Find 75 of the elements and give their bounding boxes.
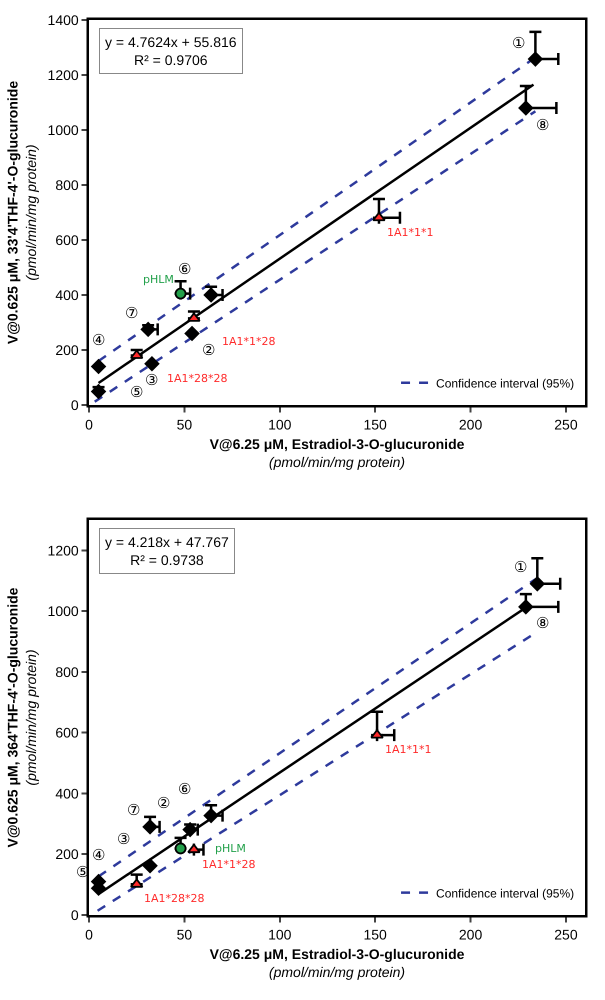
point: [140, 322, 156, 337]
text: pHLM: [215, 842, 246, 855]
y-tick-label: 200: [55, 342, 79, 358]
point: [182, 822, 198, 838]
data-label: ①: [512, 34, 526, 52]
series-label: 1A1*1*1: [387, 226, 434, 239]
data-label: ③: [145, 371, 158, 389]
data-label: ③: [117, 830, 130, 848]
point: [91, 359, 106, 374]
point: [144, 356, 160, 372]
data-label: ⑦: [127, 801, 140, 819]
y-tick-label: 200: [55, 846, 79, 862]
y-tick-label: 1200: [48, 66, 79, 83]
x-axis-title: V@6.25 μM, Estradiol-3-O-glucuronide (pmol/min/mg protein): [210, 946, 465, 980]
y-axis-title: V@0.625 μM, 364'THF-4'-O-glucuronide (pmol/min/mg protein): [4, 587, 39, 848]
data-label: ⑦: [125, 304, 138, 322]
x-tick-label: 100: [268, 416, 292, 432]
x-tick-label: 50: [176, 926, 192, 942]
series-label: 1A1*1*28: [202, 858, 256, 871]
y-tick-label: 800: [55, 176, 79, 193]
y-tick-label: 1000: [48, 122, 79, 138]
data-label: ⑥: [178, 260, 192, 278]
data-label: ①: [514, 558, 528, 576]
point: [174, 842, 186, 854]
legend-label: Confidence interval (95%): [436, 376, 574, 390]
point: [184, 326, 200, 341]
point: [518, 600, 534, 614]
y-tick-label: 0: [70, 396, 79, 413]
x-tick-label: 250: [554, 926, 578, 942]
legend-label: Confidence interval (95%): [436, 886, 574, 900]
data-label: ④: [92, 846, 106, 864]
point: [130, 878, 144, 888]
y-tick-label: 800: [55, 664, 79, 680]
y-tick-label: 600: [55, 724, 79, 741]
y-tick-label: 0: [70, 906, 79, 923]
data-label: ②: [202, 341, 216, 359]
point: [204, 288, 218, 302]
data-label: ⑤: [130, 383, 144, 401]
y-tick-label: 1400: [48, 12, 79, 28]
data-label: ②: [157, 794, 170, 812]
point: [142, 858, 158, 874]
x-tick-label: 0: [85, 416, 94, 432]
x-tick-label: 50: [176, 416, 192, 432]
x-tick-label: 150: [363, 926, 388, 942]
annotation: y = 4.7624x + 55.816 R² = 0.9706: [105, 34, 237, 68]
point: [370, 729, 384, 739]
series-label: 1A1*28*28: [144, 892, 205, 905]
point: [91, 384, 106, 399]
text: 1A1*1*28: [222, 335, 276, 348]
series-label: pHLM: [143, 273, 174, 286]
x-tick-label: 100: [268, 926, 292, 942]
x-axis-title: V@6.25 μM, Estradiol-3-O-glucuronide (pmol/min/mg protein): [210, 436, 465, 470]
text: 1A1*28*28: [167, 372, 228, 385]
y-axis-title: V@0.625 μM, 33'4'THF-4'-O-glucuronide (pmol/min/mg protein): [4, 80, 39, 344]
x-tick-label: 150: [363, 416, 388, 432]
data-label: ④: [92, 331, 106, 349]
y-tick-label: 600: [55, 232, 79, 248]
x-tick-label: 200: [458, 926, 482, 942]
data-label: ⑧: [536, 116, 550, 134]
point: [204, 808, 218, 824]
point: [372, 212, 386, 222]
x-tick-label: 250: [554, 416, 578, 432]
point: [174, 288, 186, 300]
y-tick-label: 1000: [48, 603, 79, 620]
data-label: ⑧: [536, 614, 550, 632]
y-tick-label: 400: [55, 286, 79, 303]
y-tick-label: 1200: [48, 542, 79, 558]
data-label: ⑥: [178, 780, 192, 798]
point: [187, 844, 201, 854]
series-label: 1A1*1*1: [385, 743, 432, 756]
point: [142, 819, 158, 834]
y-tick-label: 400: [55, 785, 79, 802]
x-tick-label: 0: [85, 926, 94, 942]
annotation: y = 4.218x + 47.767 R² = 0.9738: [105, 534, 229, 568]
x-tick-label: 200: [458, 416, 482, 432]
